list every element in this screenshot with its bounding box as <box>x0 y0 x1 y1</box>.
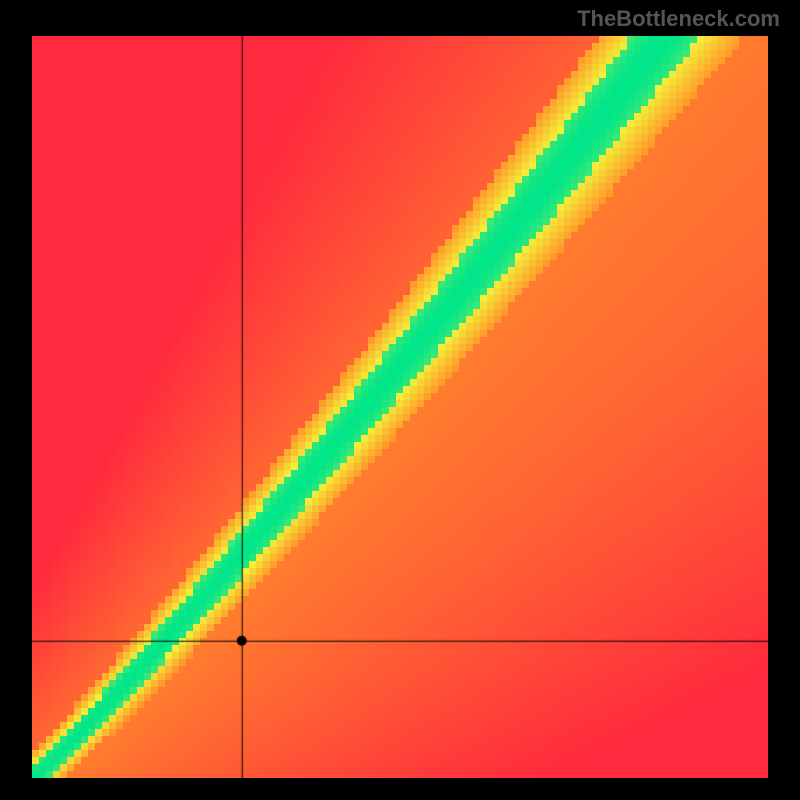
watermark-text: TheBottleneck.com <box>577 6 780 32</box>
crosshair-overlay <box>32 36 768 778</box>
